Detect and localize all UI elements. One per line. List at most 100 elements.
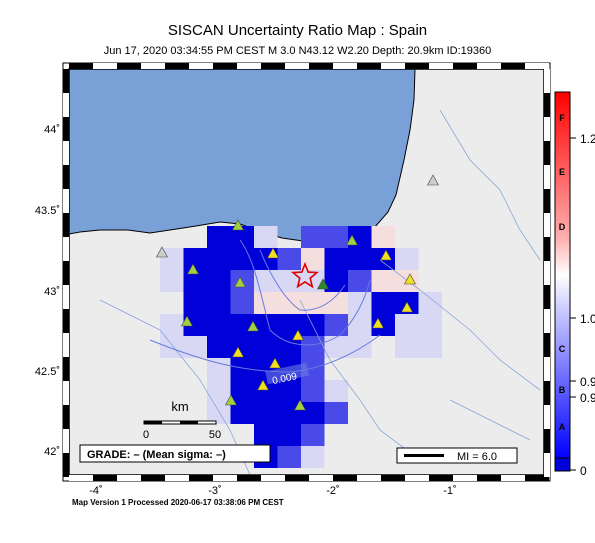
y-tick-label: 42˚ — [44, 446, 60, 458]
grid-cell — [207, 248, 231, 270]
station-triangle-icon — [231, 346, 245, 358]
grid-cell — [183, 270, 207, 292]
mi-box — [396, 447, 518, 464]
grid-cell — [254, 336, 278, 358]
scale-unit: km — [171, 399, 188, 414]
grid-cell — [324, 402, 348, 424]
grid-cell — [207, 292, 231, 314]
station-triangle-icon — [180, 315, 194, 327]
station-triangle-icon — [426, 174, 440, 186]
grid-cell — [348, 336, 372, 358]
scale-bar: km 0 50 — [143, 399, 221, 441]
grid-cell — [301, 226, 325, 248]
grid-cell — [395, 248, 419, 270]
grid-cell — [371, 270, 395, 292]
grid-cell — [183, 314, 207, 336]
station-triangle-icon — [293, 399, 307, 411]
grid-cell — [301, 248, 325, 270]
station-triangle-icon — [256, 379, 270, 391]
grid-cell — [230, 292, 254, 314]
grid-cell — [324, 380, 348, 402]
grid-cell — [324, 336, 348, 358]
grid-cell — [254, 226, 278, 248]
grid-cell — [324, 226, 348, 248]
grid-cell — [395, 336, 419, 358]
grid-cell — [395, 314, 419, 336]
station-triangle-icon — [345, 234, 359, 246]
grid-cell — [160, 270, 184, 292]
grid-cell — [207, 270, 231, 292]
station-triangle-icon — [233, 276, 247, 288]
colorbar-value: 0 — [580, 464, 587, 478]
grid-cell — [324, 270, 348, 292]
grid-cell — [207, 402, 231, 424]
station-triangle-icon — [379, 249, 393, 261]
grid-cell — [324, 292, 348, 314]
grid-cell — [207, 314, 231, 336]
grid-cell — [160, 314, 184, 336]
grid-cell — [277, 248, 301, 270]
y-tick-label: 44˚ — [44, 124, 60, 136]
scale-start: 0 — [143, 429, 149, 441]
grid-cell — [301, 446, 325, 468]
grid-cell — [301, 402, 325, 424]
colorbar-letter: D — [559, 222, 566, 232]
x-tick-label: -1˚ — [443, 485, 456, 497]
grid-cell — [183, 292, 207, 314]
station-triangle-icon — [316, 278, 330, 290]
colorbar-letter: B — [559, 385, 566, 395]
grid-cell — [254, 424, 278, 446]
map-subtitle: Jun 17, 2020 03:34:55 PM CEST M 3.0 N43.… — [103, 45, 492, 57]
y-tick-label: 42.5˚ — [35, 366, 60, 378]
x-axis-labels: -4˚ -3˚ -2˚ -1˚ — [89, 485, 456, 497]
station-triangle-icon — [224, 394, 238, 406]
y-tick-label: 43.5˚ — [35, 205, 60, 217]
station-triangle-icon — [371, 317, 385, 329]
grid-cell — [418, 292, 442, 314]
grid-cell — [348, 292, 372, 314]
stations — [155, 174, 440, 411]
grid-cell — [348, 248, 372, 270]
grid-cell — [301, 336, 325, 358]
grid-cell — [254, 314, 278, 336]
station-triangle-icon — [246, 320, 260, 332]
map-title: SISCAN Uncertainty Ratio Map : Spain — [167, 22, 428, 39]
y-tick-label: 43˚ — [44, 286, 60, 298]
colorbar: F E D C B A 1.2 1.0 0.9 0.9 0 — [554, 91, 595, 478]
station-triangle-icon — [291, 329, 305, 341]
colorbar-value: 1.2 — [580, 132, 595, 146]
contour-label-box — [265, 362, 309, 385]
station-triangle-icon — [400, 301, 414, 313]
colorbar-value: 1.0 — [580, 312, 595, 326]
grid-cell — [277, 292, 301, 314]
frame-ticks — [63, 63, 550, 481]
grid-cell — [277, 336, 301, 358]
colorbar-letter: E — [559, 167, 565, 177]
grid-cell — [207, 380, 231, 402]
grid-cell — [371, 292, 395, 314]
ocean — [69, 69, 416, 243]
grid-cell — [207, 226, 231, 248]
map-footer: Map Version 1 Processed 2020-06-17 03:38… — [72, 498, 284, 507]
grid-cell — [348, 270, 372, 292]
grid-cell — [301, 292, 325, 314]
colorbar-letter: C — [559, 344, 566, 354]
grid-cell — [230, 402, 254, 424]
x-tick-label: -4˚ — [89, 485, 102, 497]
colorbar-value: 0.9 — [580, 391, 595, 405]
colorbar-letter: A — [559, 422, 566, 432]
station-triangle-icon — [231, 219, 245, 231]
grid-cell — [324, 314, 348, 336]
grid-cell — [230, 358, 254, 380]
grid-cell — [277, 446, 301, 468]
grid-cell — [277, 270, 301, 292]
grid-cell — [230, 226, 254, 248]
grade-box — [79, 444, 271, 463]
grid-cell — [230, 380, 254, 402]
mi-line — [404, 454, 444, 457]
grid-cell — [207, 358, 231, 380]
grade-text: GRADE: – (Mean sigma: –) — [87, 449, 226, 461]
scale-end: 50 — [209, 429, 221, 441]
epicenter-star-icon — [291, 261, 319, 289]
